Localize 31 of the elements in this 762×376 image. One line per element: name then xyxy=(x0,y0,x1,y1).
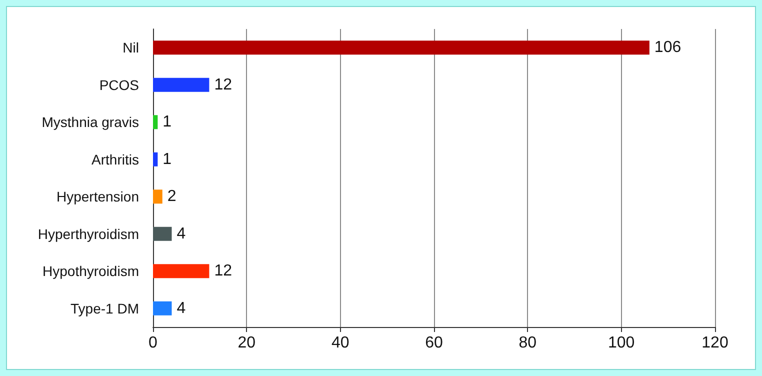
data-label: 4 xyxy=(176,300,186,317)
data-label: 4 xyxy=(176,225,186,242)
x-tick-label: 40 xyxy=(331,334,350,352)
x-tick-label: 0 xyxy=(148,334,158,352)
y-tick-label: Hypothyroidism xyxy=(42,263,139,280)
x-tick-label: 20 xyxy=(238,334,256,352)
bar xyxy=(153,264,210,278)
data-label: 12 xyxy=(214,76,232,94)
data-label: 106 xyxy=(654,39,682,56)
bar xyxy=(153,115,158,130)
y-tick-label: Type-1 DM xyxy=(70,300,139,316)
x-tick-label: 60 xyxy=(425,334,443,352)
bar xyxy=(153,190,162,204)
bar xyxy=(153,78,210,92)
bar xyxy=(153,301,172,316)
y-tick-label: PCOS xyxy=(99,76,139,93)
bar xyxy=(153,152,158,166)
x-tick-label: 80 xyxy=(518,334,537,352)
data-label: 2 xyxy=(167,188,176,206)
y-tick-label: Nil xyxy=(122,40,139,56)
y-tick-label: Mysthnia gravis xyxy=(42,114,139,130)
y-tick-label: Arthritis xyxy=(92,151,139,168)
x-tick-label: 100 xyxy=(608,334,635,352)
bar xyxy=(153,226,172,241)
x-tick-label: 120 xyxy=(702,334,728,352)
data-label: 1 xyxy=(162,114,172,131)
y-tick-label: Hypertension xyxy=(56,188,139,205)
data-label: 1 xyxy=(162,150,172,168)
data-label: 12 xyxy=(214,262,232,280)
y-tick-label: Hyperthyroidism xyxy=(38,226,139,242)
bar xyxy=(153,40,650,55)
